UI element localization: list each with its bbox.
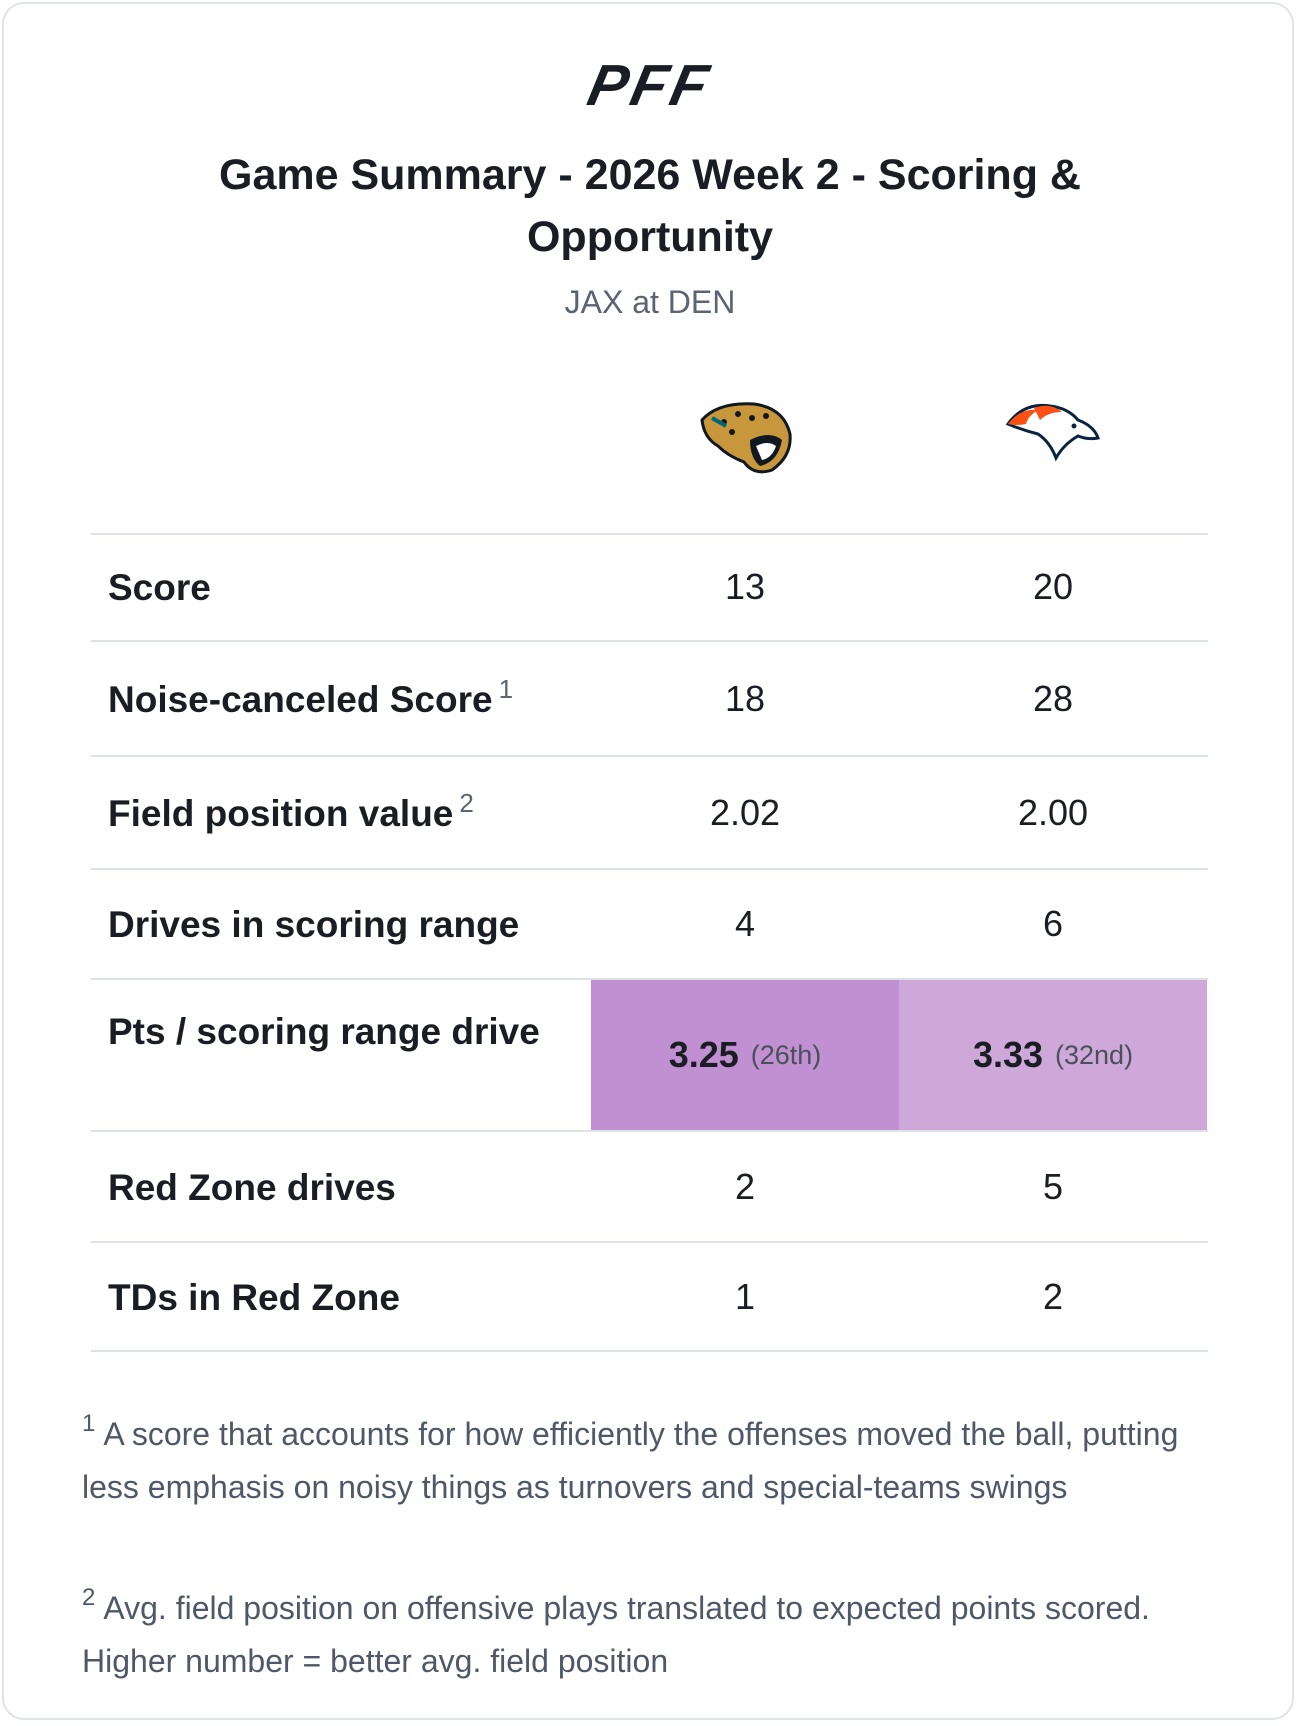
value: 18 — [724, 677, 766, 719]
row-label: Pts / scoring range drive — [108, 1008, 578, 1056]
row-label-text: Drives in scoring range — [108, 904, 520, 945]
value-cell: 2 — [591, 1132, 899, 1241]
footnote-text: Avg. field position on offensive plays t… — [82, 1590, 1150, 1679]
value-cell: 6 — [899, 870, 1207, 978]
value-cell: 1 — [591, 1243, 899, 1350]
subtitle: JAX at DEN — [564, 284, 736, 320]
value: 13 — [724, 566, 766, 607]
value-cell: 20 — [899, 534, 1207, 640]
value-cell: 2.00 — [899, 757, 1207, 868]
value: 1 — [734, 1275, 756, 1317]
value-cell: 4 — [591, 870, 899, 978]
table-row: Red Zone drives 2 5 — [91, 1132, 1208, 1243]
value: 20 — [1032, 566, 1074, 607]
value: 5 — [1042, 1165, 1064, 1207]
rank: (26th) — [750, 1039, 822, 1070]
value: 2.00 — [1017, 791, 1089, 833]
footnote-ref: 1 — [498, 673, 514, 704]
value: 2 — [734, 1165, 756, 1207]
row-label: Drives in scoring range — [108, 901, 578, 949]
team-logo-den — [1005, 403, 1100, 462]
footnote-ref: 2 — [459, 787, 474, 818]
value-cell: 3.25 (26th) — [591, 980, 899, 1130]
table-row: Noise-canceled Score 1 18 28 — [91, 642, 1208, 757]
table-top-border — [91, 533, 1208, 535]
value: 6 — [1042, 903, 1064, 944]
row-label: Red Zone drives — [108, 1164, 578, 1212]
value-cell: 18 — [591, 642, 899, 755]
row-label-text: TDs in Red Zone — [108, 1276, 400, 1318]
footnote-marker: 2 — [82, 1584, 96, 1611]
value: 2 — [1042, 1275, 1064, 1317]
rank: (32nd) — [1055, 1039, 1134, 1070]
value-cell: 3.33 (32nd) — [899, 980, 1207, 1130]
title: Game Summary - 2026 Week 2 - Scoring & O… — [219, 151, 1081, 261]
row-label-text: Field position value — [108, 792, 454, 834]
value: 3.33 — [972, 1034, 1044, 1075]
value: 4 — [734, 903, 756, 944]
value-cell: 2 — [899, 1243, 1207, 1350]
value: 3.25 — [668, 1034, 739, 1075]
row-label: Field position value 2 — [108, 790, 578, 838]
value-cell: 28 — [899, 642, 1207, 755]
row-label-text: Red Zone drives — [108, 1166, 396, 1208]
row-label-text: Score — [108, 567, 211, 608]
footnote: 2 Avg. field position on offensive plays … — [82, 1582, 1212, 1688]
value-cell: 13 — [591, 534, 899, 640]
row-label-text: Noise-canceled Score — [108, 678, 493, 720]
row-label: TDs in Red Zone — [108, 1274, 578, 1322]
team-logo-jax — [700, 402, 792, 474]
table-row: Pts / scoring range drive 3.25 (26th) 3.33 (… — [91, 980, 1208, 1132]
row-label: Score — [108, 564, 578, 612]
table-row: TDs in Red Zone 1 2 — [91, 1243, 1208, 1352]
value-cell: 5 — [899, 1132, 1207, 1241]
table-row: Score 13 20 — [91, 534, 1208, 642]
value-cell: 2.02 — [591, 757, 899, 868]
row-label-text: Pts / scoring range drive — [108, 1011, 540, 1052]
footnote-marker: 1 — [82, 1410, 96, 1437]
value: 28 — [1032, 677, 1074, 719]
row-label: Noise-canceled Score 1 — [108, 676, 578, 724]
table-row: Field position value 2 2.02 2.00 — [91, 757, 1208, 870]
logo: PFF — [582, 53, 718, 118]
footnote-text: A score that accounts for how efficientl… — [82, 1416, 1179, 1505]
table-row: Drives in scoring range 4 6 — [91, 870, 1208, 980]
value: 2.02 — [709, 791, 781, 833]
